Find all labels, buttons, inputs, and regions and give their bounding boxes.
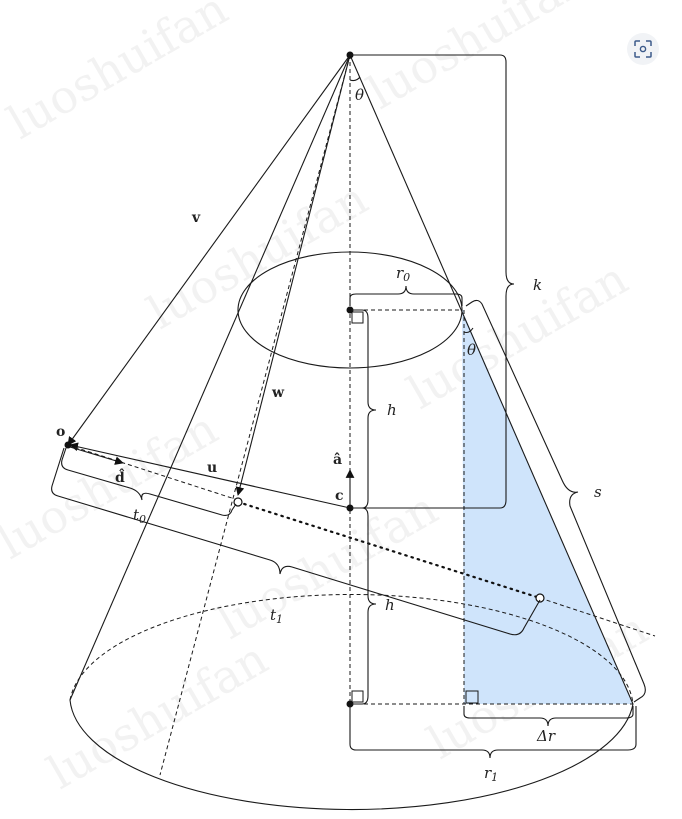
label-t1-main: t: [270, 606, 277, 624]
vector-d-hat: [69, 446, 124, 465]
right-angle-marker-top: [351, 311, 364, 324]
base-ellipse-front: [69, 699, 634, 811]
label-r0-sub: 0: [403, 271, 410, 284]
label-t1-sub: 1: [276, 613, 283, 626]
label-theta-top: θ: [355, 86, 364, 104]
label-v: v: [191, 210, 201, 226]
brace-s: [465, 299, 646, 703]
label-r0: r0: [396, 264, 410, 284]
brace-r0: [349, 285, 463, 306]
label-t0-sub: 0: [139, 513, 146, 526]
label-h-lower: h: [385, 596, 395, 614]
theta-arc-mid: [463, 327, 474, 334]
scan-icon: [634, 40, 652, 58]
intersection-t1: [535, 593, 545, 603]
label-c: c: [335, 488, 344, 504]
point-base-center: [346, 700, 354, 708]
ray-dashed: [67, 444, 239, 501]
brace-k: [350, 54, 515, 509]
point-o: [64, 441, 72, 449]
watermark-3: luoshuifan: [139, 171, 377, 340]
label-k: k: [533, 276, 542, 294]
watermark-4: luoshuifan: [399, 251, 637, 420]
point-c: [346, 504, 354, 512]
label-s: s: [594, 483, 602, 501]
label-theta-mid: θ: [467, 341, 476, 359]
label-o: o: [56, 424, 65, 440]
label-t0: t0: [133, 506, 146, 526]
label-r1-main: r: [484, 764, 492, 782]
right-angle-marker-bottom-right: [465, 690, 479, 704]
watermark-6: luoshuifan: [209, 481, 447, 650]
label-d-hat: d̂: [115, 467, 125, 486]
brace-t0: [61, 447, 237, 516]
brace-h-lower: [352, 507, 377, 705]
scan-button[interactable]: [627, 33, 659, 65]
label-r0-main: r: [396, 264, 404, 282]
label-a-hat: â: [333, 452, 342, 468]
label-t1: t1: [270, 606, 283, 626]
label-delta-r: Δr: [536, 727, 556, 745]
ray-dashed-tail: [539, 597, 656, 637]
watermark-1: luoshuifan: [0, 0, 237, 150]
ray-dotted: [236, 500, 542, 600]
cone-right-edge: [349, 54, 634, 705]
watermark-5: luoshuifan: [0, 401, 227, 570]
vector-u: [69, 442, 351, 509]
label-w: w: [271, 385, 285, 401]
brace-h-upper: [352, 309, 377, 509]
label-r1-sub: 1: [491, 771, 498, 784]
label-h-upper: h: [387, 401, 397, 419]
vector-v: [67, 54, 351, 446]
cone-apex-left-inner: [159, 54, 351, 776]
vector-w: [235, 54, 351, 496]
point-r0-center: [346, 306, 354, 314]
cone-left-edge: [69, 54, 351, 701]
label-u: u: [207, 460, 217, 476]
theta-arc-top: [349, 76, 361, 82]
label-t0-main: t: [133, 506, 140, 524]
base-ellipse-back: [69, 594, 634, 705]
label-r1: r1: [484, 764, 498, 784]
brace-delta-r: [463, 706, 634, 727]
watermark-2: luoshuifan: [359, 0, 597, 120]
brace-t1: [51, 447, 541, 636]
brace-r1: [349, 706, 637, 759]
right-angle-marker-bottom-left: [351, 690, 364, 703]
